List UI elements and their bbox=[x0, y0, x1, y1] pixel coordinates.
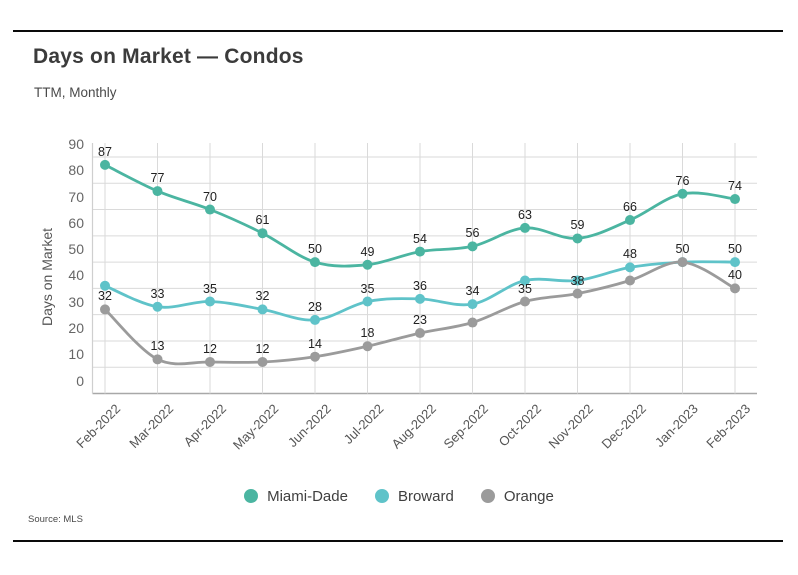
data-point-broward bbox=[625, 262, 635, 273]
legend-item-orange: Orange bbox=[480, 487, 554, 505]
data-point-miami-dade bbox=[257, 228, 268, 239]
data-label: 61 bbox=[255, 213, 270, 228]
data-label: 28 bbox=[308, 299, 322, 314]
data-label: 18 bbox=[360, 326, 375, 341]
data-label: 50 bbox=[675, 242, 690, 257]
legend-label: Miami-Dade bbox=[267, 487, 348, 505]
y-tick-label: 60 bbox=[68, 214, 84, 231]
data-label: 76 bbox=[675, 173, 690, 188]
data-point-miami-dade bbox=[152, 186, 163, 197]
data-label: 36 bbox=[413, 278, 427, 293]
data-point-orange bbox=[520, 296, 530, 307]
data-label: 63 bbox=[518, 207, 532, 222]
page-title: Days on Market — Condos bbox=[33, 45, 304, 68]
data-point-miami-dade bbox=[520, 222, 530, 233]
data-label: 12 bbox=[203, 341, 217, 356]
data-label: 12 bbox=[255, 341, 270, 356]
data-point-broward bbox=[362, 296, 373, 307]
data-point-miami-dade bbox=[730, 194, 740, 205]
data-label: 70 bbox=[203, 189, 217, 204]
data-point-broward bbox=[572, 275, 583, 286]
data-point-orange bbox=[257, 356, 268, 367]
y-tick-label: 40 bbox=[68, 267, 84, 284]
y-tick-label: 20 bbox=[68, 319, 84, 336]
y-tick-label: 90 bbox=[68, 135, 84, 152]
data-label: 59 bbox=[570, 218, 585, 233]
data-label: 32 bbox=[98, 289, 112, 304]
data-label: 50 bbox=[728, 242, 742, 257]
data-label: 13 bbox=[150, 339, 165, 354]
data-label: 74 bbox=[728, 179, 742, 194]
y-tick-label: 70 bbox=[68, 188, 84, 205]
data-point-miami-dade bbox=[467, 241, 478, 252]
data-label: 54 bbox=[413, 231, 427, 246]
data-point-orange bbox=[730, 283, 740, 294]
data-label: 14 bbox=[308, 336, 322, 351]
y-tick-label: 50 bbox=[68, 241, 84, 258]
legend-item-broward: Broward bbox=[374, 487, 454, 505]
data-point-broward bbox=[310, 314, 320, 325]
data-label: 50 bbox=[308, 242, 322, 257]
legend-item-miami-dade: Miami-Dade bbox=[244, 488, 348, 505]
data-point-broward bbox=[415, 293, 425, 304]
legend-dot-icon bbox=[480, 489, 495, 503]
data-point-broward bbox=[152, 301, 163, 312]
data-point-broward bbox=[520, 275, 530, 286]
data-label: 23 bbox=[413, 313, 427, 328]
data-label: 56 bbox=[465, 226, 480, 241]
page-subtitle: TTM, Monthly bbox=[34, 85, 117, 100]
data-point-miami-dade bbox=[205, 204, 215, 215]
data-point-orange bbox=[310, 351, 320, 362]
source-note: Source: MLS bbox=[28, 514, 83, 525]
data-point-miami-dade bbox=[625, 215, 635, 226]
data-point-orange bbox=[415, 328, 425, 339]
data-point-orange bbox=[100, 304, 110, 315]
data-point-miami-dade bbox=[100, 159, 110, 170]
data-point-miami-dade bbox=[415, 246, 425, 257]
data-point-miami-dade bbox=[362, 259, 373, 270]
data-point-miami-dade bbox=[677, 188, 688, 199]
data-point-miami-dade bbox=[572, 233, 583, 244]
data-label: 48 bbox=[623, 247, 637, 262]
top-divider bbox=[13, 30, 783, 32]
legend-dot-icon bbox=[374, 489, 389, 503]
bottom-divider bbox=[13, 540, 783, 542]
data-point-broward bbox=[730, 257, 740, 268]
data-label: 34 bbox=[465, 284, 480, 299]
data-label: 77 bbox=[150, 171, 165, 186]
data-label: 66 bbox=[623, 200, 637, 215]
data-point-orange bbox=[205, 356, 215, 367]
data-point-broward bbox=[100, 280, 110, 291]
y-tick-label: 80 bbox=[68, 162, 84, 179]
data-label: 35 bbox=[360, 281, 375, 296]
data-point-orange bbox=[467, 317, 478, 328]
data-label: 87 bbox=[98, 144, 112, 159]
y-axis-title: Days on Market bbox=[39, 227, 55, 327]
data-label: 35 bbox=[203, 281, 217, 296]
chart-legend: Miami-Dade Broward Orange bbox=[0, 486, 798, 506]
data-point-orange bbox=[677, 257, 688, 268]
data-point-miami-dade bbox=[310, 257, 320, 268]
legend-dot-icon bbox=[244, 489, 259, 503]
data-label: 32 bbox=[255, 289, 270, 304]
data-point-orange bbox=[572, 288, 583, 299]
y-tick-label: 10 bbox=[68, 346, 84, 363]
y-tick-label: 30 bbox=[68, 293, 84, 310]
data-label: 38 bbox=[570, 273, 585, 288]
data-point-broward bbox=[257, 304, 268, 315]
data-label: 35 bbox=[518, 281, 532, 296]
data-point-orange bbox=[625, 275, 635, 286]
data-point-orange bbox=[152, 354, 163, 365]
y-tick-label: 0 bbox=[76, 372, 84, 389]
data-label: 49 bbox=[360, 244, 375, 259]
data-label: 33 bbox=[150, 286, 165, 301]
legend-label: Broward bbox=[397, 487, 454, 505]
legend-label: Orange bbox=[503, 487, 554, 505]
data-label: 40 bbox=[728, 268, 742, 283]
data-point-orange bbox=[362, 341, 373, 352]
data-point-broward bbox=[205, 296, 215, 307]
data-point-broward bbox=[467, 299, 478, 310]
